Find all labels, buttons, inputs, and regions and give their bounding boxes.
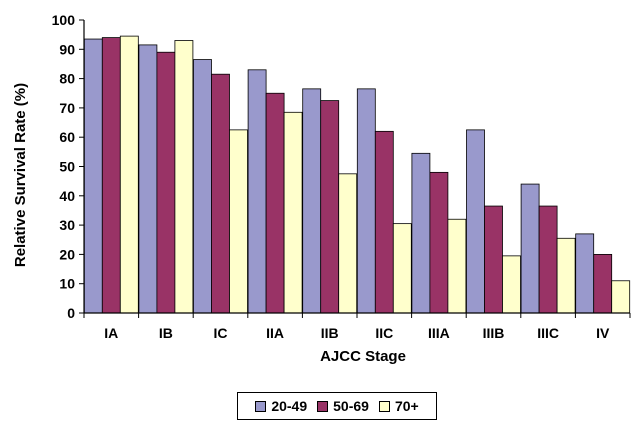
- legend-item: 50-69: [317, 398, 369, 414]
- legend: 20-49 50-69 70+: [237, 392, 437, 420]
- bar-20-49-IV: [575, 233, 595, 314]
- y-tick-label: 60: [59, 129, 75, 145]
- labels-layer: 0 10 20 30 40 50 60 70 80 90 100 IA IB IC IIA IIB IIC III…: [52, 12, 610, 341]
- legend-label: 70+: [394, 398, 419, 414]
- y-axis-title: Relative Survival Rate (%): [12, 83, 29, 267]
- x-tick-label: IV: [596, 325, 610, 341]
- bar-20-49-IB: [138, 44, 158, 314]
- bar-70+-IIA: [283, 111, 303, 314]
- bar-70+-IIIB: [502, 255, 521, 314]
- bar-70+-IB: [174, 40, 194, 314]
- x-tick-label: IC: [214, 325, 228, 341]
- x-tick-label: IIIA: [428, 325, 450, 341]
- x-tick-label: IIC: [375, 325, 393, 341]
- legend-swatch: [317, 400, 329, 412]
- bar-50-69-IB: [156, 51, 176, 314]
- bar-70+-IIB: [338, 173, 358, 314]
- y-tick-label: 50: [59, 159, 75, 175]
- x-tick-label: IB: [159, 325, 173, 341]
- bars-layer: [83, 35, 631, 314]
- x-tick-label: IIB: [321, 325, 339, 341]
- bar-50-69-IC: [211, 73, 230, 314]
- y-tick-label: 40: [59, 188, 75, 204]
- bar-70+-IC: [229, 129, 248, 314]
- bar-50-69-IV: [593, 253, 613, 314]
- bar-50-69-IIIC: [538, 205, 558, 314]
- bar-50-69-IA: [101, 37, 121, 314]
- y-tick-label: 100: [52, 12, 76, 28]
- bar-50-69-IIIA: [429, 171, 449, 314]
- bar-50-69-IIC: [374, 130, 394, 314]
- bar-70+-IA: [119, 35, 139, 314]
- bar-20-49-IIA: [247, 69, 267, 314]
- bar-20-49-IIIC: [520, 183, 540, 314]
- x-tick-label: IA: [104, 325, 118, 341]
- bar-20-49-IIC: [356, 88, 376, 314]
- legend-label: 20-49: [271, 398, 308, 414]
- x-tick-label: IIIC: [537, 325, 559, 341]
- legend-item: 70+: [378, 398, 419, 414]
- y-tick-label: 20: [59, 246, 75, 262]
- x-tick-label: IIIB: [483, 325, 505, 341]
- bar-70+-IIC: [392, 223, 412, 314]
- bar-50-69-IIA: [265, 92, 285, 314]
- legend-label: 50-69: [333, 398, 369, 414]
- y-tick-label: 30: [59, 217, 75, 233]
- bar-20-49-IIIA: [411, 152, 431, 314]
- x-tick-label: IIA: [266, 325, 284, 341]
- legend-swatch: [378, 400, 390, 412]
- y-tick-label: 80: [59, 71, 75, 87]
- bar-70+-IIIA: [447, 218, 467, 314]
- bar-20-49-IC: [193, 59, 212, 314]
- bar-70+-IV: [611, 280, 631, 314]
- bar-20-49-IA: [83, 38, 103, 314]
- x-axis-title: AJCC Stage: [320, 348, 406, 365]
- legend-item: 20-49: [255, 398, 307, 414]
- bar-50-69-IIIB: [484, 205, 503, 314]
- y-tick-label: 0: [67, 305, 75, 321]
- y-tick-label: 10: [59, 276, 75, 292]
- bar-20-49-IIIB: [466, 129, 485, 314]
- bar-50-69-IIB: [320, 100, 340, 314]
- bar-70+-IIIC: [556, 237, 576, 314]
- bar-20-49-IIB: [302, 88, 322, 314]
- axes-layer: [79, 19, 631, 318]
- legend-swatch: [255, 400, 267, 412]
- y-tick-label: 70: [59, 100, 75, 116]
- y-tick-label: 90: [59, 41, 75, 57]
